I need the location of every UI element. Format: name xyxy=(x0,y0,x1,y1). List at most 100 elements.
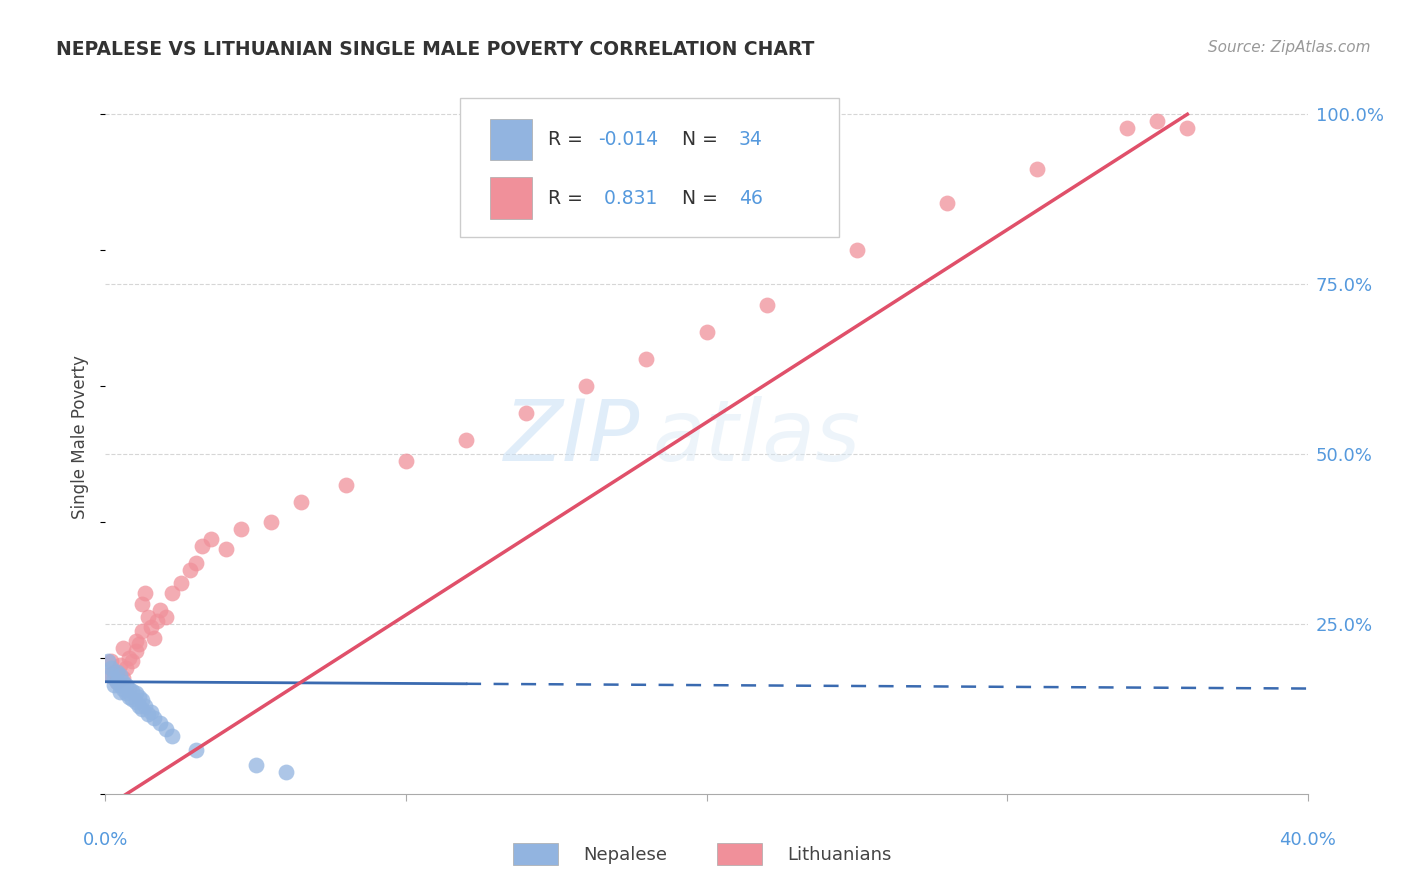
Point xyxy=(103,671,125,685)
Point xyxy=(97,654,120,668)
Point xyxy=(110,657,132,672)
Point xyxy=(335,477,357,491)
Point xyxy=(100,654,122,668)
Point xyxy=(107,674,129,689)
Point xyxy=(112,681,135,696)
Point xyxy=(169,576,191,591)
Point xyxy=(124,634,146,648)
Point xyxy=(155,723,177,737)
Text: ZIP: ZIP xyxy=(505,395,640,479)
Point xyxy=(139,706,162,720)
Point xyxy=(134,698,156,713)
Point xyxy=(395,454,418,468)
Point xyxy=(112,640,135,655)
Point xyxy=(229,522,252,536)
Point xyxy=(107,665,129,679)
Point xyxy=(139,620,162,634)
Point xyxy=(128,690,150,705)
Point xyxy=(1146,114,1168,128)
Point xyxy=(103,678,125,692)
Point xyxy=(134,586,156,600)
Text: N =: N = xyxy=(682,188,724,208)
Point xyxy=(110,668,132,682)
Point xyxy=(115,678,138,692)
Point xyxy=(245,758,267,772)
Point xyxy=(160,586,183,600)
Point xyxy=(200,532,222,546)
Point xyxy=(148,603,170,617)
Point xyxy=(936,195,959,210)
Text: Nepalese: Nepalese xyxy=(583,846,668,863)
Text: NEPALESE VS LITHUANIAN SINGLE MALE POVERTY CORRELATION CHART: NEPALESE VS LITHUANIAN SINGLE MALE POVER… xyxy=(56,40,814,59)
Point xyxy=(184,556,207,570)
Point xyxy=(121,683,143,698)
Point xyxy=(260,515,283,529)
Y-axis label: Single Male Poverty: Single Male Poverty xyxy=(72,355,90,519)
Point xyxy=(121,691,143,706)
Point xyxy=(97,668,120,682)
Text: -0.014: -0.014 xyxy=(599,130,658,149)
Point xyxy=(124,686,146,700)
Text: 0.0%: 0.0% xyxy=(83,831,128,849)
Point xyxy=(274,765,297,780)
Text: atlas: atlas xyxy=(652,395,860,479)
Point xyxy=(131,693,153,707)
Point xyxy=(100,668,122,682)
Point xyxy=(190,539,212,553)
Point xyxy=(696,325,718,339)
Point xyxy=(136,610,159,624)
Point xyxy=(107,674,129,689)
Point xyxy=(131,597,153,611)
Point xyxy=(1116,120,1139,135)
Point xyxy=(118,651,141,665)
Point xyxy=(155,610,177,624)
Point xyxy=(131,624,153,638)
Point xyxy=(575,379,598,393)
Point xyxy=(115,661,138,675)
Point xyxy=(214,542,236,557)
Text: R =: R = xyxy=(548,188,589,208)
Point xyxy=(118,690,141,704)
Point xyxy=(636,351,658,366)
Point xyxy=(121,654,143,668)
Point xyxy=(145,614,167,628)
Point xyxy=(136,706,159,721)
Point xyxy=(131,702,153,716)
Point xyxy=(118,681,141,696)
Point xyxy=(1175,120,1198,135)
Text: 0.831: 0.831 xyxy=(599,188,658,208)
Point xyxy=(1026,161,1049,176)
Text: Lithuanians: Lithuanians xyxy=(787,846,891,863)
Point xyxy=(128,637,150,651)
Text: 46: 46 xyxy=(740,188,763,208)
Point xyxy=(184,742,207,756)
Point xyxy=(290,494,312,508)
Point xyxy=(110,685,132,699)
Point xyxy=(100,661,122,675)
Point xyxy=(454,434,477,448)
Point xyxy=(115,686,138,700)
Bar xyxy=(491,178,533,219)
Text: Source: ZipAtlas.com: Source: ZipAtlas.com xyxy=(1208,40,1371,55)
Text: N =: N = xyxy=(682,130,724,149)
Text: 40.0%: 40.0% xyxy=(1279,831,1336,849)
Point xyxy=(755,297,778,311)
Point xyxy=(845,243,868,257)
FancyBboxPatch shape xyxy=(460,98,839,237)
Point xyxy=(124,695,146,709)
Text: 34: 34 xyxy=(740,130,763,149)
Point xyxy=(148,715,170,730)
Text: R =: R = xyxy=(548,130,589,149)
Bar xyxy=(491,119,533,161)
Point xyxy=(515,406,537,420)
Point xyxy=(160,729,183,743)
Point xyxy=(142,631,165,645)
Point xyxy=(179,563,201,577)
Point xyxy=(112,671,135,685)
Point xyxy=(110,678,132,692)
Point xyxy=(142,711,165,725)
Point xyxy=(112,674,135,689)
Point xyxy=(128,698,150,713)
Point xyxy=(103,665,125,679)
Point xyxy=(124,644,146,658)
